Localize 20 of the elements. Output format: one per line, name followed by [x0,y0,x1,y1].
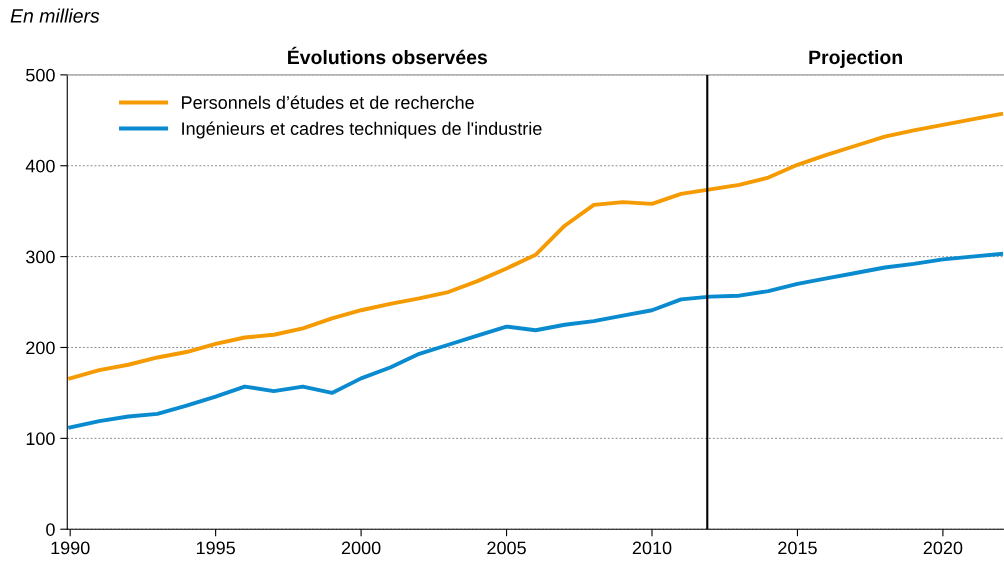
text: Projection [809,49,902,69]
y-axis-title: En milliers [10,8,100,23]
x-tick-label: 2005 [487,541,526,555]
y-tick-label: 200 [26,341,55,355]
x-tick-label: 2020 [923,541,963,555]
line-series [68,251,1004,430]
y-tick-label: 100 [26,432,55,446]
text: Évolutions observées [288,46,487,65]
y-tick-label: 500 [26,68,55,82]
y-tick-label: 300 [26,250,55,264]
legend-label: Ingénieurs et cadres techniques de l'industrie [182,121,542,139]
line-series [68,112,1004,381]
x-tick-label: 2010 [632,541,672,555]
y-tick-label: 0 [46,523,55,536]
legend-label: Personnels d’études et de recherche [182,95,474,109]
x-tick-label: 2000 [341,541,381,555]
x-tick-label: 2015 [778,541,817,555]
y-tick-label: 400 [25,159,55,173]
x-tick-label: 1995 [196,541,235,555]
x-tick-label: 1990 [51,541,90,555]
